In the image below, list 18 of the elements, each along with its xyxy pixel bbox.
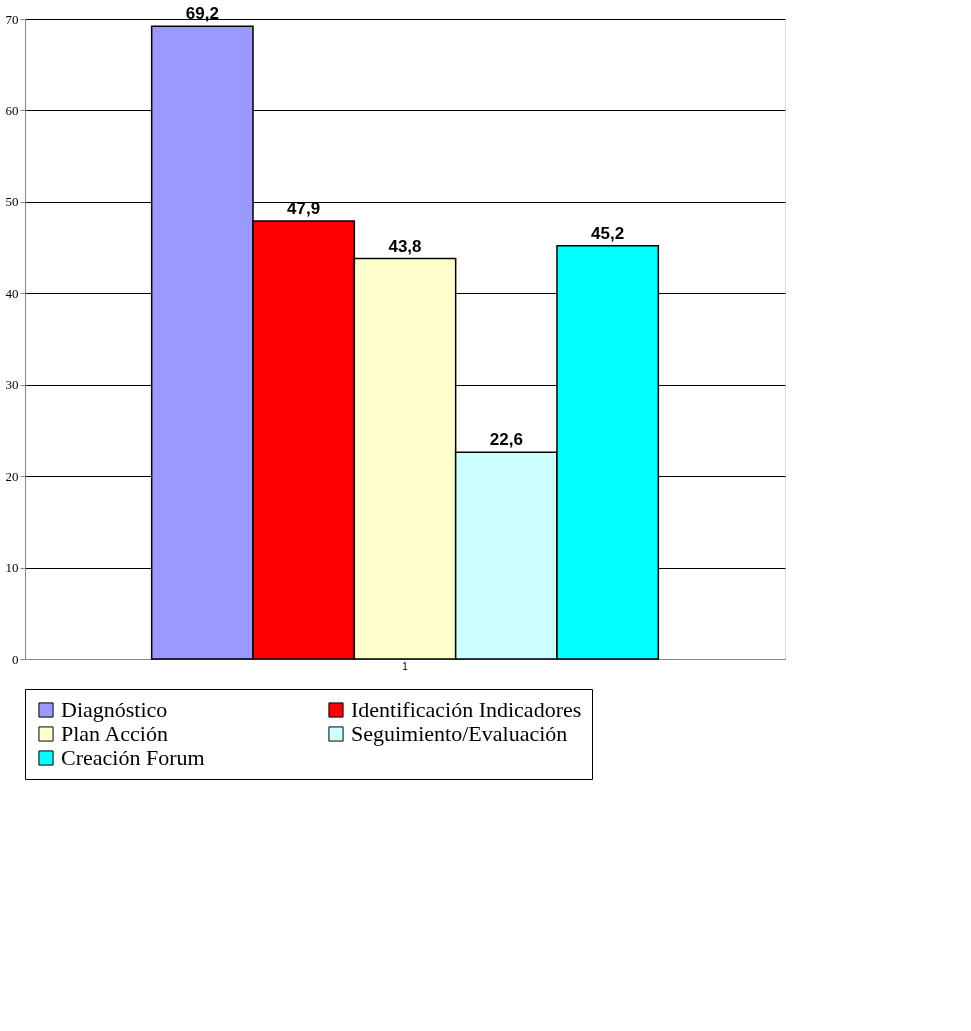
data-label: 45,2 bbox=[591, 223, 625, 243]
x-tick-label: 1 bbox=[402, 660, 409, 672]
data-label: 22,6 bbox=[489, 430, 523, 450]
y-tick-label: 60 bbox=[5, 102, 19, 118]
y-tick-label: 70 bbox=[5, 11, 19, 27]
legend-label: Creación Forum bbox=[61, 745, 205, 770]
legend-label: Identificación Indicadores bbox=[351, 697, 582, 722]
y-tick-label: 20 bbox=[5, 468, 19, 484]
data-label: 69,2 bbox=[185, 4, 219, 24]
data-label: 43,8 bbox=[388, 236, 422, 256]
legend-label: Plan Acción bbox=[61, 721, 168, 746]
legend-label: Diagnóstico bbox=[61, 697, 168, 722]
legend-label: Seguimiento/Evaluación bbox=[351, 721, 568, 746]
y-tick-label: 40 bbox=[5, 285, 19, 301]
y-tick-label: 0 bbox=[12, 651, 19, 667]
y-tick-label: 30 bbox=[5, 377, 19, 393]
y-tick-label: 10 bbox=[5, 560, 19, 576]
y-tick-label: 50 bbox=[5, 194, 19, 210]
